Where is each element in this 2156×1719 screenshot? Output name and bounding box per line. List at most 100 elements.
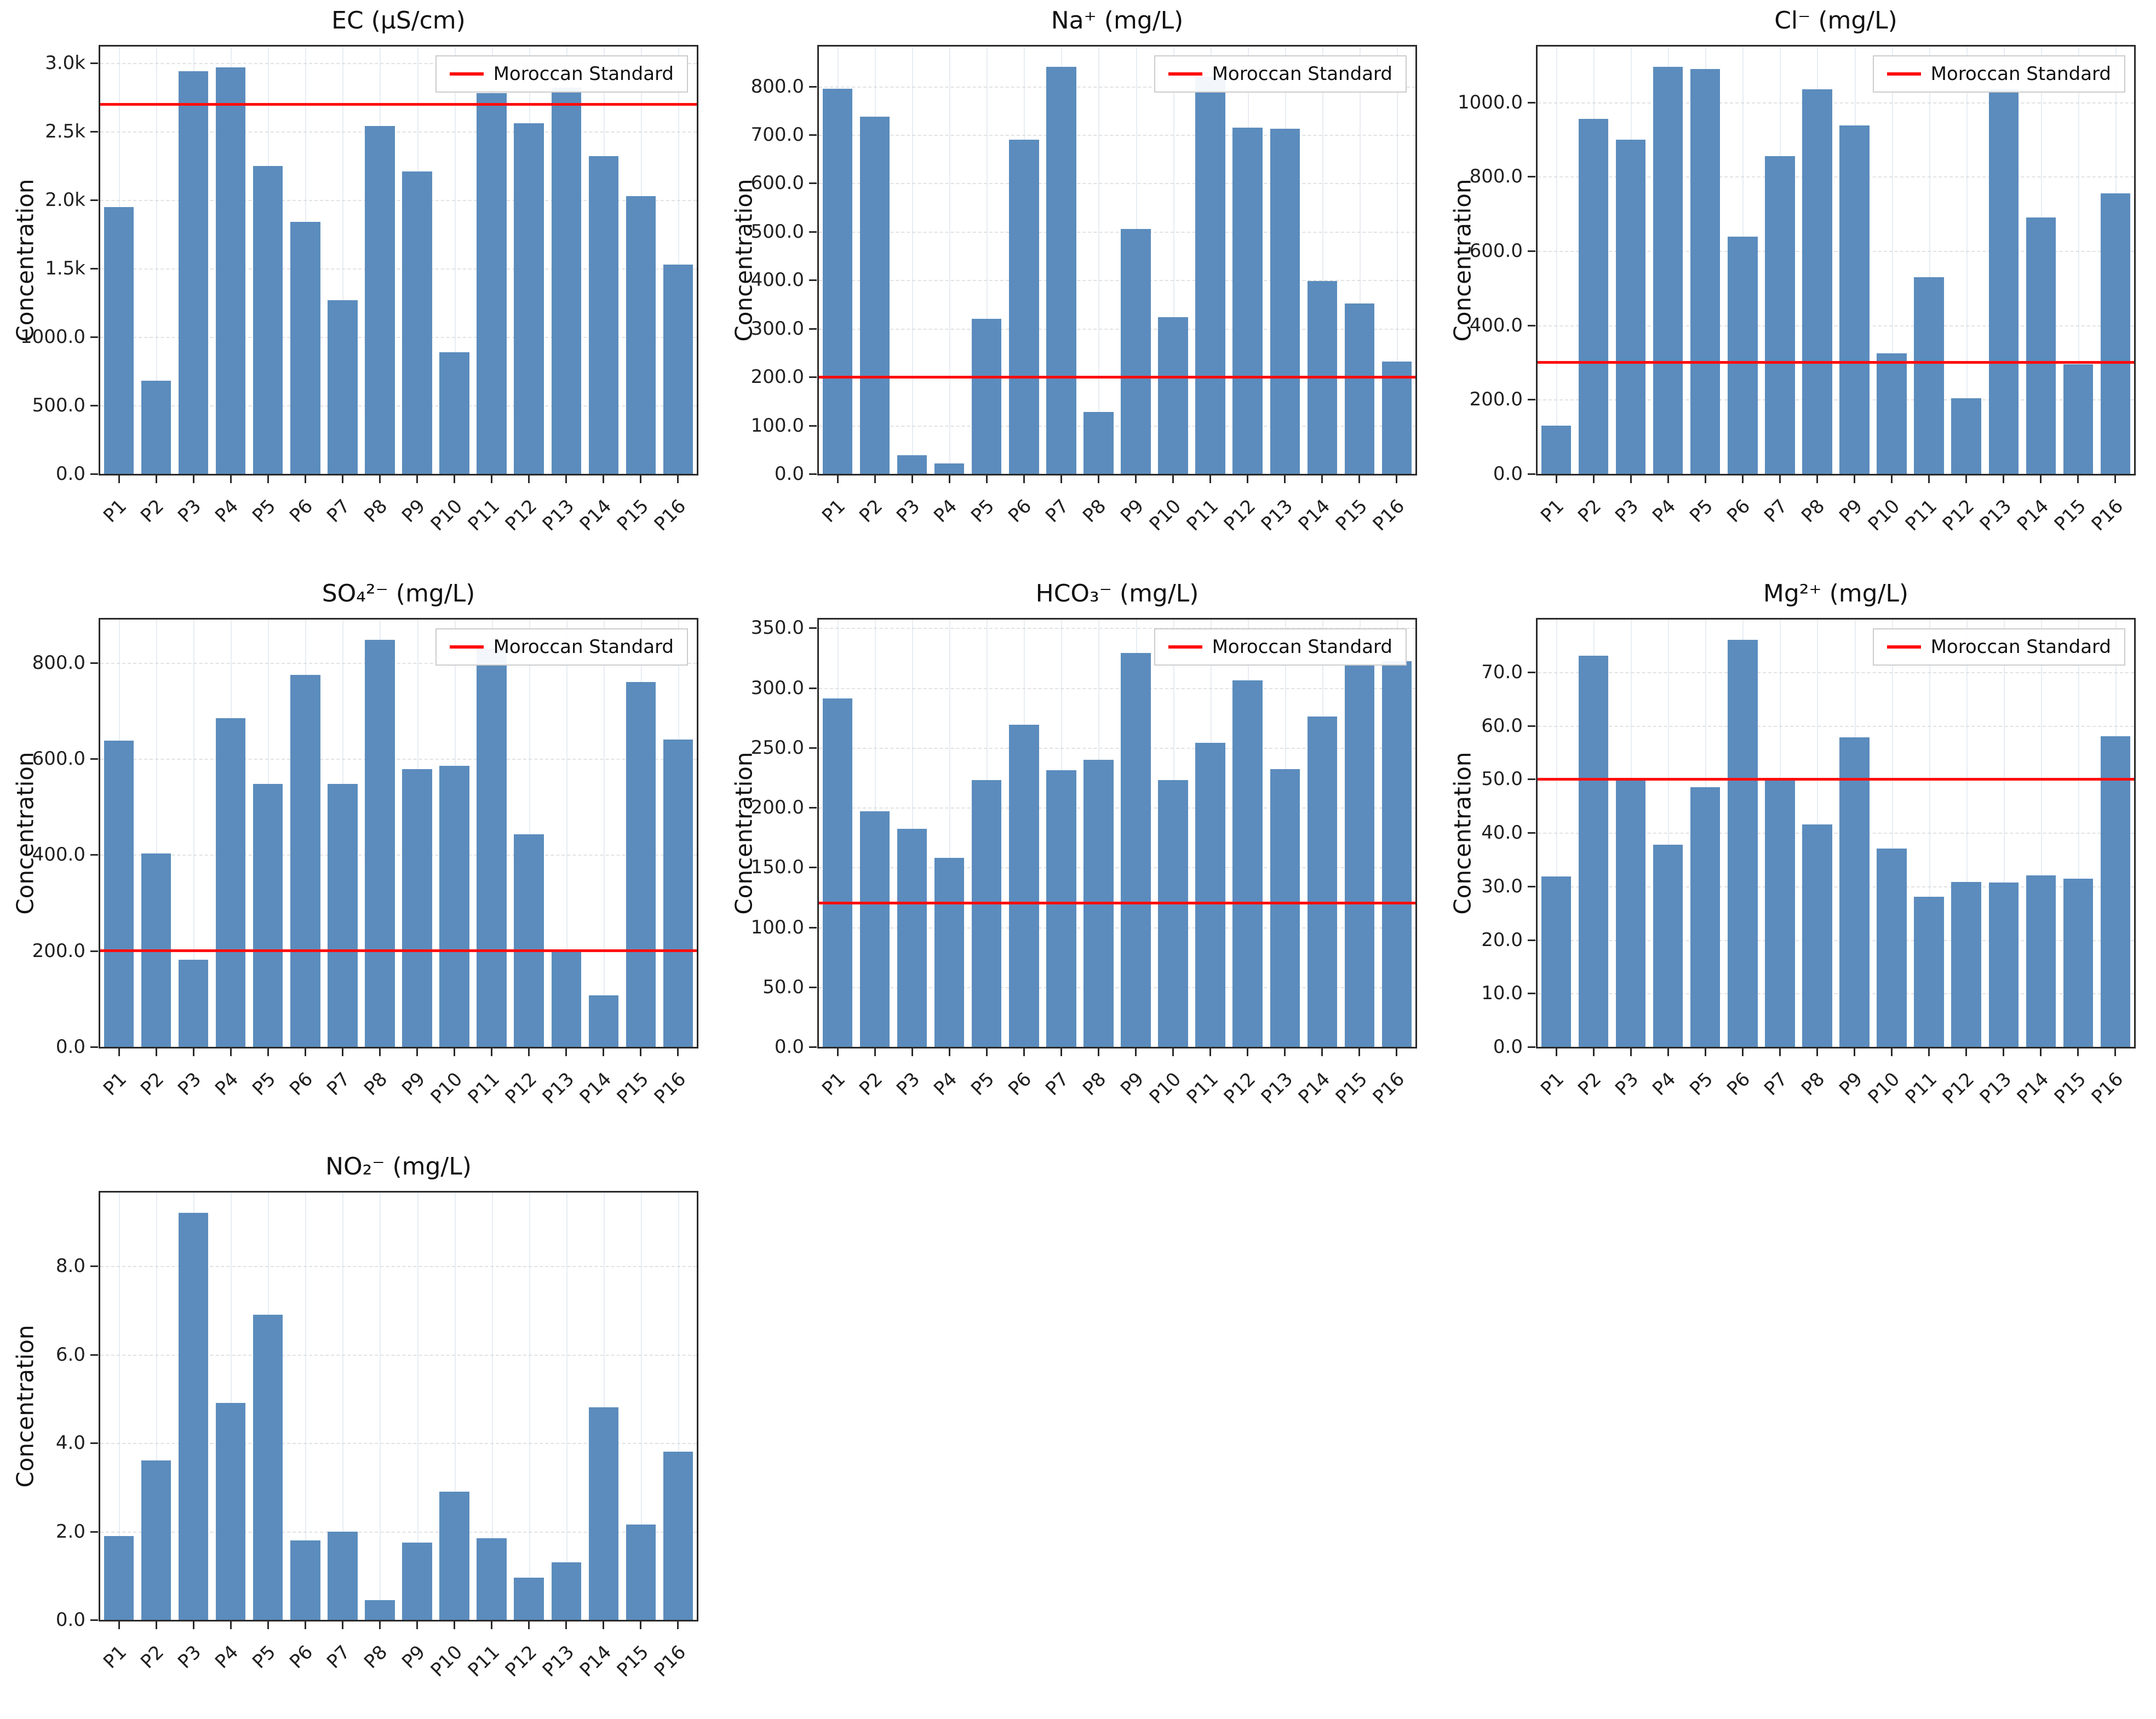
x-tick-mark — [1358, 475, 1361, 483]
x-tick-mark — [874, 475, 876, 483]
h-gridline — [100, 268, 697, 270]
v-gridline — [1359, 47, 1361, 474]
x-tick-mark — [528, 1621, 530, 1629]
bar-P3 — [178, 1213, 209, 1620]
v-gridline — [1098, 47, 1100, 474]
bar-P5 — [1690, 68, 1721, 474]
y-tick-label: 500.0 — [32, 394, 85, 416]
bar-P16 — [663, 264, 693, 474]
x-tick-mark — [1247, 1048, 1249, 1056]
y-tick-label: 800.0 — [1469, 165, 1523, 188]
legend: Moroccan Standard — [1154, 628, 1407, 666]
bar-P5 — [253, 783, 283, 1047]
x-tick-mark — [1135, 1048, 1137, 1056]
bar-P8 — [365, 126, 395, 474]
h-gridline — [819, 86, 1415, 88]
chart-6: Mg²⁺ (mg/L) Concentration Moroccan Stand… — [1437, 573, 2156, 1146]
x-tick-mark — [985, 475, 988, 483]
bar-P9 — [1839, 125, 1870, 474]
y-tick-mark — [1528, 671, 1535, 673]
chart-title: HCO₃⁻ (mg/L) — [1035, 580, 1199, 608]
x-tick-mark — [1965, 475, 1968, 483]
x-tick-mark — [230, 1048, 232, 1056]
x-tick-mark — [341, 1048, 343, 1056]
y-tick-mark — [809, 279, 817, 282]
y-tick-mark — [1528, 885, 1535, 887]
x-tick-mark — [1060, 1048, 1062, 1056]
v-gridline — [156, 620, 158, 1047]
bar-P10 — [1158, 317, 1188, 474]
x-tick-mark — [836, 1048, 839, 1056]
y-tick-label: 0.0 — [774, 1036, 804, 1058]
plot-area: Moroccan Standard — [1536, 45, 2136, 475]
plot-inner — [819, 620, 1415, 1047]
bar-P1 — [822, 698, 853, 1047]
bar-P14 — [588, 156, 619, 474]
v-gridline — [1891, 620, 1893, 1047]
bar-P2 — [859, 811, 890, 1047]
y-tick-label: 400.0 — [750, 269, 804, 291]
bar-P11 — [1195, 76, 1225, 474]
bar-P9 — [402, 769, 432, 1047]
standard-line — [100, 102, 697, 106]
h-gridline — [100, 662, 697, 664]
h-gridline — [1538, 325, 2134, 326]
x-tick-mark — [416, 1048, 418, 1056]
plot-inner — [100, 47, 697, 474]
x-tick-mark — [1630, 1048, 1632, 1056]
h-gridline — [1538, 399, 2134, 401]
standard-line-swatch — [1168, 645, 1202, 649]
bar-P8 — [1083, 411, 1114, 474]
y-tick-mark — [90, 1619, 98, 1621]
plot-area: Moroccan Standard — [99, 45, 698, 475]
chart-title: SO₄²⁻ (mg/L) — [322, 580, 475, 608]
bar-P11 — [477, 93, 507, 474]
y-tick-mark — [809, 182, 817, 185]
plot-inner — [100, 1193, 697, 1620]
h-gridline — [819, 425, 1415, 427]
y-tick-mark — [90, 1046, 98, 1048]
y-tick-label: 0.0 — [55, 463, 85, 485]
bar-P3 — [178, 71, 209, 474]
x-tick-mark — [528, 1048, 530, 1056]
y-tick-mark — [1528, 473, 1535, 475]
y-tick-label: 1000.0 — [1458, 91, 1523, 113]
v-gridline — [1966, 47, 1968, 474]
y-tick-label: 2.0 — [55, 1520, 85, 1543]
h-gridline — [819, 807, 1415, 809]
y-tick-mark — [90, 1265, 98, 1268]
bar-P13 — [1988, 89, 2019, 474]
x-tick-mark — [304, 1048, 306, 1056]
bar-P12 — [1232, 127, 1263, 474]
x-tick-mark — [1555, 1048, 1557, 1056]
bar-P5 — [253, 1314, 283, 1620]
chart-7: NO₂⁻ (mg/L) Concentration 0.0 2.0 4.0 6.0 8.… — [0, 1146, 719, 1719]
x-tick-mark — [118, 1048, 120, 1056]
legend-label: Moroccan Standard — [1930, 636, 2111, 658]
bar-P6 — [1728, 237, 1758, 474]
v-gridline — [1668, 620, 1670, 1047]
chart-5: HCO₃⁻ (mg/L) Concentration Moroccan Stan… — [719, 573, 1437, 1146]
bar-P3 — [1615, 139, 1646, 474]
x-tick-mark — [2040, 475, 2042, 483]
y-tick-label: 500.0 — [750, 220, 804, 243]
h-gridline — [100, 1443, 697, 1445]
bar-P12 — [1951, 881, 1981, 1047]
bar-P12 — [514, 834, 544, 1047]
v-gridline — [603, 620, 605, 1047]
h-gridline — [819, 987, 1415, 988]
plot-area: Moroccan Standard — [817, 45, 1417, 475]
y-tick-label: 1.5k — [45, 257, 85, 279]
y-tick-mark — [809, 473, 817, 475]
y-tick-label: 0.0 — [1493, 463, 1523, 485]
x-tick-mark — [1097, 1048, 1099, 1056]
plot-area: Moroccan Standard — [817, 618, 1417, 1048]
bar-P4 — [1653, 67, 1683, 474]
x-tick-mark — [1172, 1048, 1174, 1056]
bar-P6 — [290, 1540, 320, 1620]
v-gridline — [987, 47, 988, 474]
bar-P14 — [2026, 217, 2056, 474]
bar-P8 — [1802, 824, 1832, 1047]
bar-P16 — [1381, 661, 1412, 1047]
x-tick-mark — [603, 1048, 605, 1056]
